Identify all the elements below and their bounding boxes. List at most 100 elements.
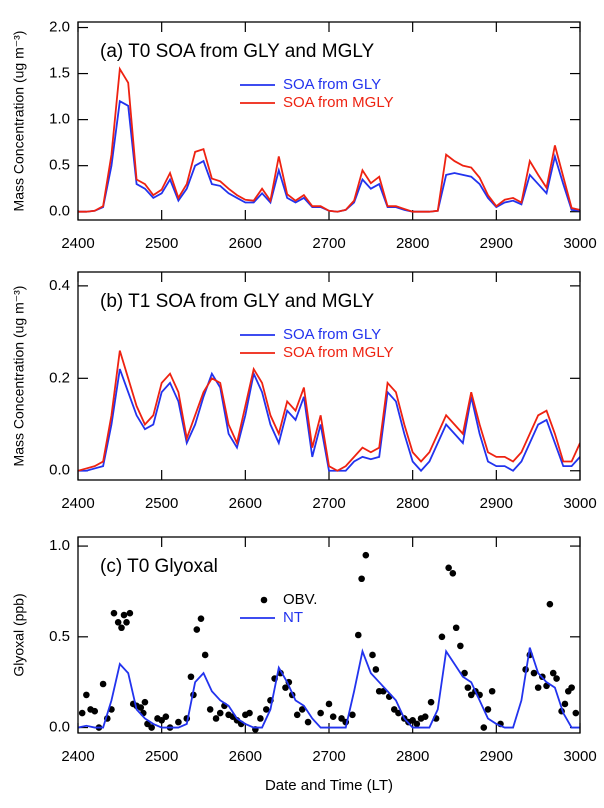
x-tick-label: 2500 <box>145 495 178 512</box>
x-tick-label: 2400 <box>61 748 94 765</box>
data-point <box>480 724 488 731</box>
data-point <box>317 709 324 717</box>
x-tick-label: 2800 <box>396 748 429 765</box>
data-point <box>329 713 337 720</box>
legend-label: NT <box>283 609 303 626</box>
data-point <box>438 633 446 641</box>
data-point <box>246 709 253 717</box>
x-tick-label: 2700 <box>312 495 345 512</box>
legend-label: SOA from MGLY <box>283 94 394 111</box>
data-point <box>362 551 370 559</box>
data-point <box>206 706 214 713</box>
legend-label: SOA from GLY <box>283 326 381 343</box>
y-axis-label: Mass Concentration (ug m⁻³) <box>11 286 27 467</box>
data-point <box>349 711 356 719</box>
data-point <box>457 642 464 650</box>
data-point <box>175 718 182 726</box>
data-point <box>553 675 560 682</box>
x-axis-label: Date and Time (LT) <box>265 777 393 794</box>
y-tick-label: 1.5 <box>49 65 70 82</box>
data-point <box>298 706 306 713</box>
data-point <box>452 624 460 632</box>
data-point <box>141 698 149 706</box>
data-point <box>488 687 496 695</box>
x-tick-label: 2700 <box>312 748 345 765</box>
data-point <box>421 713 429 720</box>
data-point <box>83 691 90 699</box>
y-tick-label: 1.0 <box>49 537 70 554</box>
data-point <box>110 609 118 617</box>
x-tick-label: 2500 <box>145 748 178 765</box>
x-tick-label: 2800 <box>396 495 429 512</box>
y-tick-label: 0.0 <box>49 462 70 479</box>
data-point <box>354 631 362 639</box>
legend-label: OBV. <box>283 591 317 608</box>
y-tick-label: 0.0 <box>49 719 70 736</box>
data-point <box>212 715 220 722</box>
y-tick-label: 2.0 <box>49 18 70 35</box>
y-axis-label: Mass Concentration (ug m⁻³) <box>11 31 27 212</box>
data-point <box>484 706 492 713</box>
x-tick-label: 2600 <box>229 235 262 252</box>
panel-title: (b) T1 SOA from GLY and MGLY <box>100 291 375 312</box>
legend-marker <box>260 596 268 604</box>
data-point <box>464 684 472 691</box>
data-point <box>216 709 224 717</box>
x-tick-label: 2900 <box>480 748 513 765</box>
x-tick-label: 2500 <box>145 235 178 252</box>
data-point <box>120 611 128 619</box>
data-point <box>358 575 365 583</box>
data-point <box>118 624 125 632</box>
data-point <box>187 673 195 681</box>
data-point <box>282 684 289 691</box>
plot-frame <box>77 536 581 734</box>
x-tick-label: 2900 <box>480 495 513 512</box>
plot-frame <box>77 271 581 481</box>
y-tick-label: 0.4 <box>49 277 70 294</box>
y-tick-label: 0.2 <box>49 369 70 386</box>
data-point <box>137 704 145 711</box>
plot-area <box>78 551 580 733</box>
data-point <box>572 709 580 717</box>
data-point <box>201 651 209 659</box>
x-tick-label: 2600 <box>229 748 262 765</box>
data-point <box>413 720 421 728</box>
x-tick-label: 3000 <box>563 235 596 252</box>
x-tick-label: 2400 <box>61 235 94 252</box>
series-line <box>78 647 580 729</box>
series-line <box>78 66 580 213</box>
data-point <box>449 569 457 577</box>
series-line <box>78 350 580 472</box>
data-point <box>369 651 376 659</box>
x-tick-label: 3000 <box>563 495 596 512</box>
data-point <box>427 698 435 706</box>
data-point <box>372 666 380 673</box>
y-tick-label: 1.0 <box>49 111 70 128</box>
data-point <box>530 669 538 677</box>
data-point <box>193 626 201 633</box>
x-tick-label: 3000 <box>563 748 596 765</box>
y-tick-label: 0.5 <box>49 628 70 645</box>
x-tick-label: 2800 <box>396 235 429 252</box>
data-point <box>293 711 301 719</box>
data-point <box>534 684 542 691</box>
data-point <box>445 564 452 572</box>
x-tick-label: 2400 <box>61 495 94 512</box>
data-point <box>197 615 205 622</box>
y-tick-label: 0.0 <box>49 203 70 220</box>
data-point <box>262 706 270 713</box>
data-point <box>123 618 130 626</box>
x-tick-label: 2600 <box>229 495 262 512</box>
data-point <box>325 700 333 708</box>
plot-frame <box>77 21 581 221</box>
x-tick-label: 2700 <box>312 235 345 252</box>
data-point <box>304 718 312 726</box>
data-point <box>561 700 569 708</box>
series-line <box>78 368 580 473</box>
data-point <box>568 684 575 691</box>
plot-area <box>78 66 580 213</box>
data-point <box>148 724 155 731</box>
legend-label: SOA from MGLY <box>283 344 394 361</box>
data-point <box>91 707 99 715</box>
